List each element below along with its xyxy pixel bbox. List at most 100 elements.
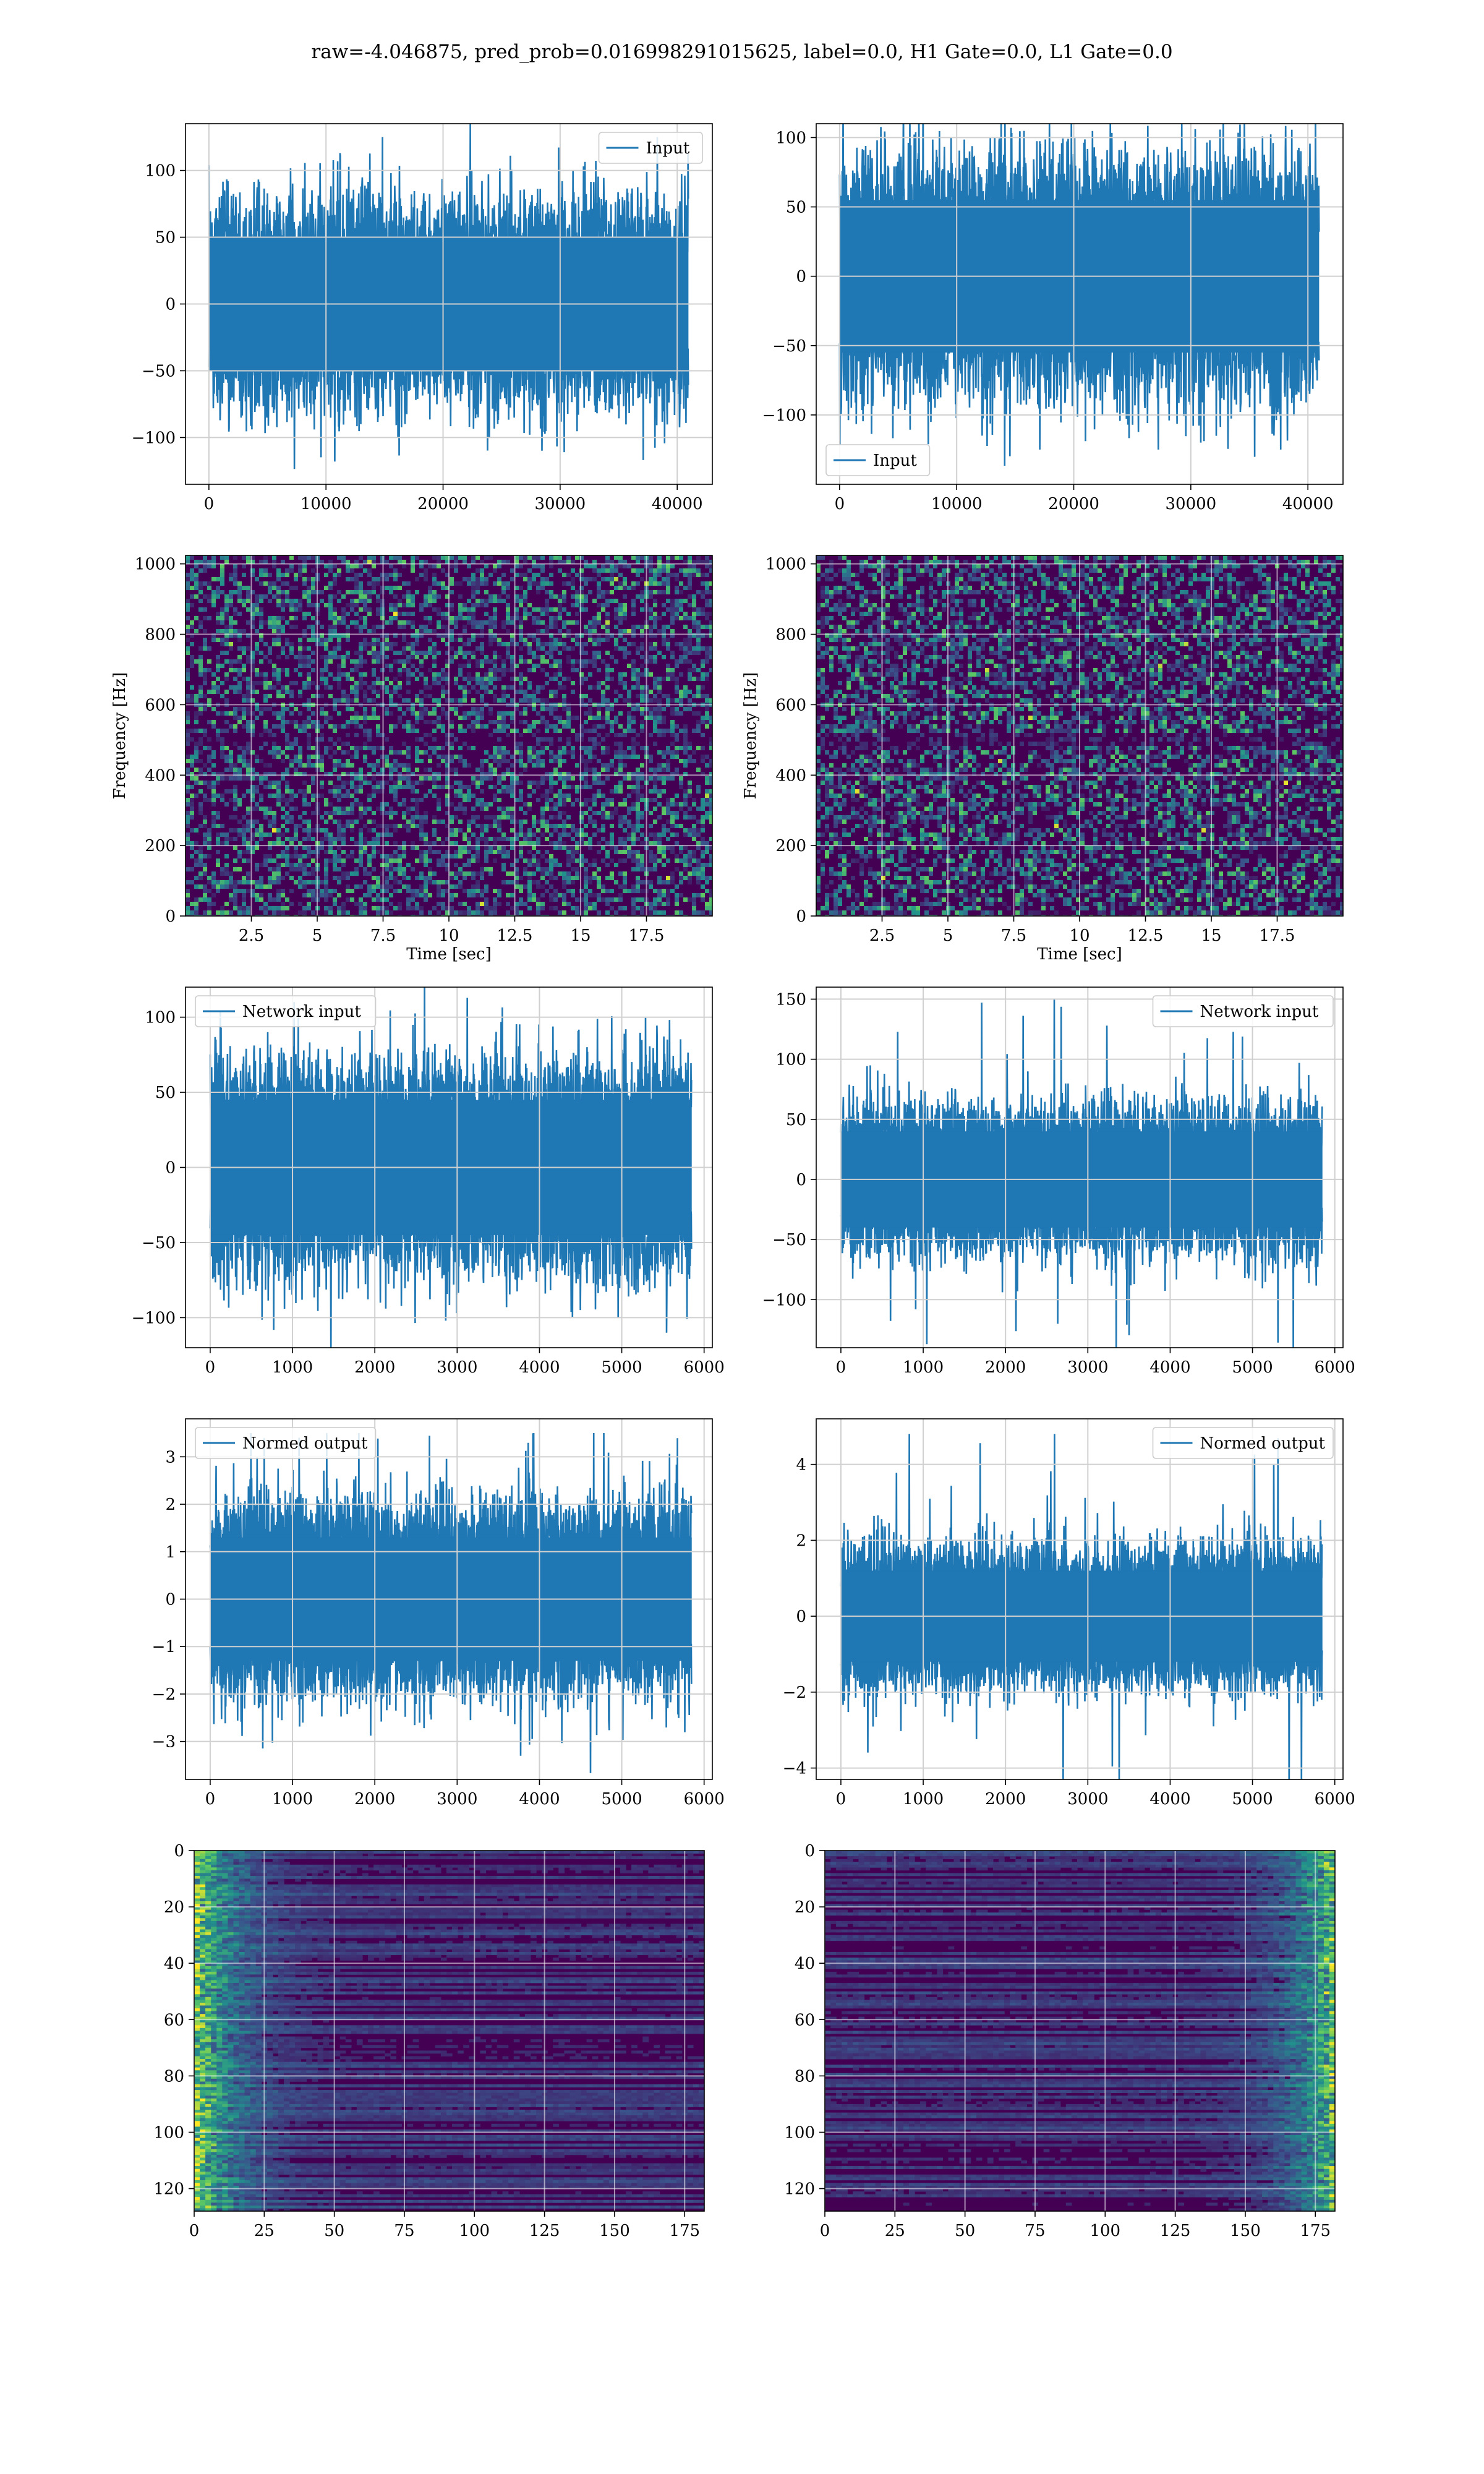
chart-panel-7: 0 1000 2000 3000 4000 5000 6000 −3 −2 −1 0 1 2 3 Norme… xyxy=(152,1418,725,1808)
x-tick-label: 4000 xyxy=(519,1790,560,1808)
chart-panel-3: 2.5 5 7.5 10 12.5 15 17.5 0 200 400 600 800 1000 Time… xyxy=(111,555,713,964)
y-tick-label: −100 xyxy=(132,1309,176,1327)
chart-panel-8: 0 1000 2000 3000 4000 5000 6000 −4 −2 0 2 4 Normed o… xyxy=(783,1418,1355,1808)
x-tick-label: 3000 xyxy=(437,1358,477,1377)
x-tick-label: 6000 xyxy=(684,1790,725,1808)
axes-frame xyxy=(816,987,1344,1348)
x-tick-label: 0 xyxy=(836,1790,846,1808)
series-line xyxy=(209,987,693,1348)
y-axis-label: Frequency [Hz] xyxy=(741,672,760,800)
figure-title: raw=-4.046875, pred_prob=0.0169982910156… xyxy=(0,41,1484,63)
x-tick-label: 7.5 xyxy=(370,927,396,945)
y-tick-label: 20 xyxy=(795,1898,815,1917)
y-tick-label: 100 xyxy=(775,1051,806,1069)
chart-panel-10: 0 25 50 75 100 125 150 175 0 20 40 60 80 100 120 xyxy=(784,1842,1336,2240)
y-tick-label: 400 xyxy=(145,766,176,785)
y-tick-label: −2 xyxy=(152,1685,176,1704)
y-tick-label: 600 xyxy=(145,696,176,714)
chart-panel-9: 0 25 50 75 100 125 150 175 0 20 40 60 80 100 120 xyxy=(153,1842,705,2240)
x-tick-label: 6000 xyxy=(1315,1358,1355,1377)
x-tick-label: 30000 xyxy=(535,495,586,513)
x-tick-label: 2000 xyxy=(354,1358,395,1377)
legend-label: Input xyxy=(873,452,917,470)
x-tick-label: 0 xyxy=(189,2222,200,2240)
x-tick-label: 1000 xyxy=(903,1358,944,1377)
x-tick-label: 3000 xyxy=(437,1790,477,1808)
y-tick-label: −50 xyxy=(142,362,176,380)
x-tick-label: 50 xyxy=(324,2222,344,2240)
x-tick-label: 0 xyxy=(205,1790,216,1808)
y-tick-label: −3 xyxy=(152,1733,176,1752)
x-tick-label: 15 xyxy=(570,927,591,945)
y-tick-label: 0 xyxy=(165,1159,176,1178)
y-tick-label: 0 xyxy=(796,1607,806,1626)
y-tick-label: 0 xyxy=(796,907,806,926)
series-line xyxy=(209,1432,693,1773)
x-tick-label: 10000 xyxy=(301,495,352,513)
y-tick-label: 60 xyxy=(164,2011,184,2029)
y-tick-label: 80 xyxy=(164,2067,184,2086)
y-tick-label: −100 xyxy=(762,1291,806,1309)
legend: Input xyxy=(598,132,703,164)
legend: Network input xyxy=(1152,995,1334,1027)
x-tick-label: 50 xyxy=(955,2222,975,2240)
y-tick-label: 2 xyxy=(165,1496,176,1514)
x-tick-label: 17.5 xyxy=(629,927,665,945)
x-tick-label: 0 xyxy=(835,495,845,513)
axes-frame xyxy=(194,1850,705,2212)
y-tick-label: 80 xyxy=(795,2067,815,2086)
y-tick-label: 100 xyxy=(153,2123,184,2142)
y-tick-label: 0 xyxy=(165,296,176,314)
y-tick-label: 0 xyxy=(174,1842,184,1860)
x-tick-label: 175 xyxy=(1300,2222,1331,2240)
y-tick-label: 0 xyxy=(165,907,176,926)
y-tick-label: 800 xyxy=(145,626,176,644)
x-tick-label: 4000 xyxy=(1149,1790,1190,1808)
heatmap-image xyxy=(825,1851,1335,2211)
y-tick-label: 100 xyxy=(775,129,806,147)
x-tick-label: 75 xyxy=(1025,2222,1045,2240)
x-tick-label: 1000 xyxy=(272,1790,313,1808)
y-tick-label: 400 xyxy=(775,766,806,785)
y-tick-label: 100 xyxy=(145,1009,176,1027)
x-axis-label: Time [sec] xyxy=(1037,945,1122,964)
y-tick-label: −1 xyxy=(152,1638,176,1656)
y-tick-label: 0 xyxy=(165,1591,176,1609)
x-tick-label: 5000 xyxy=(1232,1790,1273,1808)
x-tick-label: 5 xyxy=(943,927,953,945)
x-tick-label: 175 xyxy=(669,2222,700,2240)
y-tick-label: 150 xyxy=(775,990,806,1009)
legend: Normed output xyxy=(1152,1427,1334,1459)
y-tick-label: 100 xyxy=(784,2123,815,2142)
x-tick-label: 20000 xyxy=(417,495,469,513)
y-tick-label: 4 xyxy=(796,1456,806,1475)
heatmap-image xyxy=(194,1851,704,2211)
x-tick-label: 2.5 xyxy=(869,927,895,945)
legend-label: Network input xyxy=(1200,1003,1319,1021)
y-tick-label: 0 xyxy=(796,268,806,286)
axes-frame xyxy=(824,1850,1336,2212)
legend: Input xyxy=(825,444,931,476)
x-tick-label: 5000 xyxy=(601,1790,642,1808)
y-tick-label: −2 xyxy=(783,1684,806,1702)
x-tick-label: 17.5 xyxy=(1260,927,1295,945)
x-tick-label: 10 xyxy=(438,927,459,945)
x-tick-label: 3000 xyxy=(1067,1790,1108,1808)
y-tick-label: −50 xyxy=(142,1234,176,1252)
x-tick-label: 150 xyxy=(599,2222,630,2240)
chart-panel-2: 0 10000 20000 30000 40000 −100 −50 0 50 100 Input xyxy=(762,123,1344,513)
x-tick-label: 125 xyxy=(529,2222,560,2240)
x-tick-label: 7.5 xyxy=(1001,927,1026,945)
y-tick-label: 3 xyxy=(165,1448,176,1466)
x-tick-label: 25 xyxy=(254,2222,275,2240)
legend-label: Normed output xyxy=(242,1434,368,1453)
x-tick-label: 5000 xyxy=(601,1358,642,1377)
y-tick-label: 200 xyxy=(145,837,176,855)
x-tick-label: 3000 xyxy=(1067,1358,1108,1377)
y-tick-label: 50 xyxy=(786,1111,806,1129)
y-tick-label: −50 xyxy=(772,337,806,356)
x-tick-label: 12.5 xyxy=(1128,927,1164,945)
y-tick-label: 2 xyxy=(796,1531,806,1550)
y-tick-label: 600 xyxy=(775,696,806,714)
